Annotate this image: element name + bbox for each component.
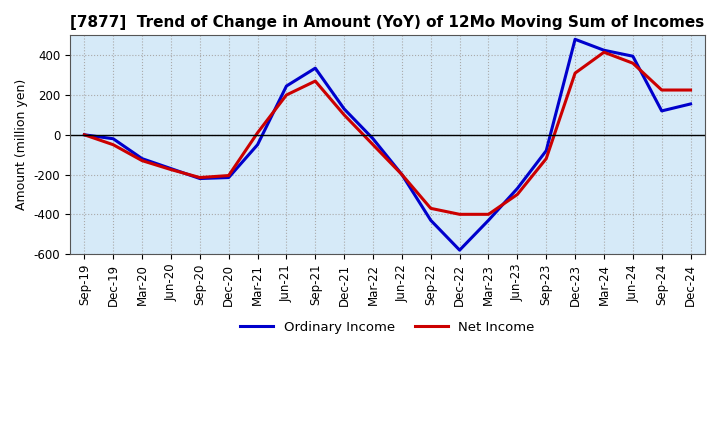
Ordinary Income: [686, 101, 695, 106]
Net Income: [686, 88, 695, 93]
Ordinary Income: [542, 148, 551, 153]
Net Income: [340, 112, 348, 117]
Ordinary Income: [282, 84, 291, 89]
Net Income: [166, 167, 175, 172]
Net Income: [397, 172, 406, 177]
Ordinary Income: [166, 166, 175, 171]
Net Income: [196, 175, 204, 180]
Ordinary Income: [397, 172, 406, 177]
Net Income: [600, 50, 608, 55]
Legend: Ordinary Income, Net Income: Ordinary Income, Net Income: [235, 316, 540, 339]
Net Income: [455, 212, 464, 217]
Ordinary Income: [484, 218, 492, 223]
Net Income: [80, 132, 89, 137]
Net Income: [369, 142, 377, 147]
Ordinary Income: [311, 66, 320, 71]
Net Income: [629, 61, 637, 66]
Ordinary Income: [109, 136, 117, 141]
Ordinary Income: [80, 132, 89, 137]
Ordinary Income: [426, 218, 435, 223]
Ordinary Income: [340, 106, 348, 112]
Ordinary Income: [600, 48, 608, 53]
Ordinary Income: [455, 247, 464, 253]
Net Income: [426, 206, 435, 211]
Net Income: [484, 212, 492, 217]
Net Income: [657, 88, 666, 93]
Net Income: [542, 156, 551, 161]
Line: Ordinary Income: Ordinary Income: [84, 39, 690, 250]
Title: [7877]  Trend of Change in Amount (YoY) of 12Mo Moving Sum of Incomes: [7877] Trend of Change in Amount (YoY) o…: [71, 15, 705, 30]
Net Income: [571, 70, 580, 76]
Net Income: [253, 130, 262, 136]
Y-axis label: Amount (million yen): Amount (million yen): [15, 79, 28, 210]
Ordinary Income: [196, 176, 204, 181]
Ordinary Income: [513, 186, 522, 191]
Ordinary Income: [629, 54, 637, 59]
Net Income: [513, 192, 522, 197]
Ordinary Income: [571, 37, 580, 42]
Line: Net Income: Net Income: [84, 52, 690, 214]
Ordinary Income: [657, 108, 666, 114]
Ordinary Income: [369, 136, 377, 141]
Ordinary Income: [253, 142, 262, 147]
Net Income: [109, 142, 117, 147]
Net Income: [282, 92, 291, 98]
Ordinary Income: [138, 156, 146, 161]
Net Income: [225, 173, 233, 178]
Net Income: [311, 78, 320, 84]
Ordinary Income: [225, 175, 233, 180]
Net Income: [138, 158, 146, 163]
